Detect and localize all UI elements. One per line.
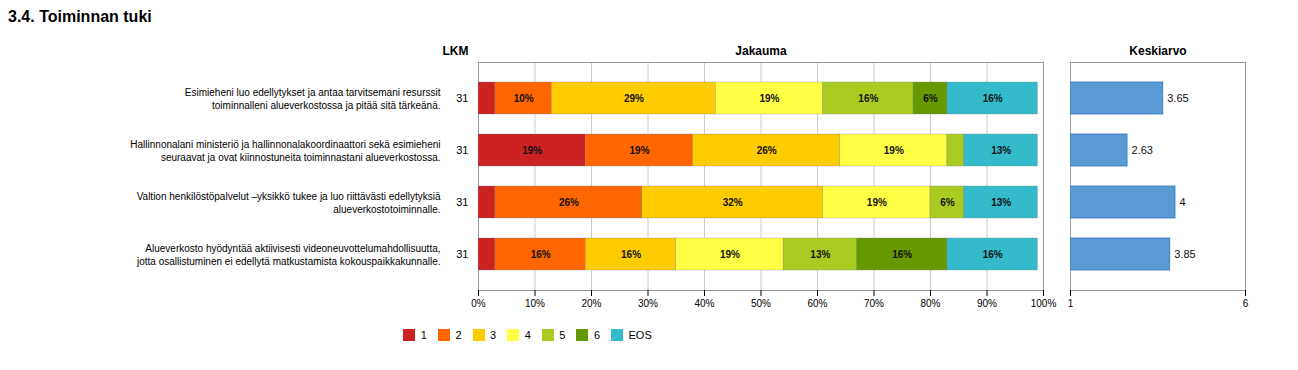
html-text:5: 5 bbox=[559, 328, 566, 341]
svg-text:3.65: 3.65 bbox=[1167, 92, 1188, 104]
svg-text:16%: 16% bbox=[858, 93, 878, 104]
svg-text:16%: 16% bbox=[621, 249, 641, 260]
svg-text:70%: 70% bbox=[864, 298, 884, 309]
svg-text:31: 31 bbox=[456, 92, 468, 104]
svg-text:3.85: 3.85 bbox=[1174, 248, 1195, 260]
svg-text:13%: 13% bbox=[991, 145, 1011, 156]
svg-text:19%: 19% bbox=[759, 93, 779, 104]
svg-text:32%: 32% bbox=[723, 197, 743, 208]
svg-text:19%: 19% bbox=[630, 145, 650, 156]
svg-text:26%: 26% bbox=[559, 197, 579, 208]
svg-text:26%: 26% bbox=[757, 145, 777, 156]
svg-text:90%: 90% bbox=[977, 298, 997, 309]
svg-text:Alueverkosto hyödyntää aktiivi: Alueverkosto hyödyntää aktiivisesti vide… bbox=[136, 243, 441, 267]
svg-text:16%: 16% bbox=[892, 249, 912, 260]
svg-text:6%: 6% bbox=[923, 93, 938, 104]
svg-text:1: 1 bbox=[1068, 298, 1074, 309]
svg-text:13%: 13% bbox=[991, 197, 1011, 208]
svg-text:19%: 19% bbox=[867, 197, 887, 208]
svg-text:19%: 19% bbox=[884, 145, 904, 156]
svg-text:16%: 16% bbox=[531, 249, 551, 260]
svg-text:Keskiarvo: Keskiarvo bbox=[1129, 44, 1186, 58]
html-text:1: 1 bbox=[420, 328, 427, 341]
svg-text:0%: 0% bbox=[471, 298, 486, 309]
svg-text:Esimieheni luo edellytykset ja: Esimieheni luo edellytykset ja antaa tar… bbox=[185, 87, 441, 111]
svg-text:Hallinnonalani ministeriö ja h: Hallinnonalani ministeriö ja hallinnonal… bbox=[130, 139, 440, 163]
html-text:3.4. Toiminnan tuki: 3.4. Toiminnan tuki bbox=[8, 8, 152, 25]
svg-text:30%: 30% bbox=[638, 298, 658, 309]
svg-text:6: 6 bbox=[1243, 298, 1249, 309]
svg-text:6%: 6% bbox=[940, 197, 955, 208]
svg-text:50%: 50% bbox=[751, 298, 771, 309]
svg-text:29%: 29% bbox=[624, 93, 644, 104]
svg-text:Valtion henkilöstöpalvelut –yk: Valtion henkilöstöpalvelut –yksikkö tuke… bbox=[137, 191, 441, 215]
svg-text:Jakauma: Jakauma bbox=[735, 44, 787, 58]
html-text:4: 4 bbox=[524, 328, 531, 341]
html-text:2: 2 bbox=[455, 328, 462, 341]
svg-text:LKM: LKM bbox=[443, 44, 469, 58]
svg-text:16%: 16% bbox=[983, 249, 1003, 260]
svg-text:19%: 19% bbox=[522, 145, 542, 156]
svg-text:31: 31 bbox=[456, 196, 468, 208]
html-text:3: 3 bbox=[490, 328, 497, 341]
svg-text:60%: 60% bbox=[807, 298, 827, 309]
svg-text:31: 31 bbox=[456, 144, 468, 156]
svg-text:31: 31 bbox=[456, 248, 468, 260]
svg-text:10%: 10% bbox=[514, 93, 534, 104]
svg-text:20%: 20% bbox=[581, 298, 601, 309]
svg-text:19%: 19% bbox=[720, 249, 740, 260]
svg-text:16%: 16% bbox=[983, 93, 1003, 104]
svg-text:100%: 100% bbox=[1031, 298, 1057, 309]
svg-text:4: 4 bbox=[1180, 196, 1186, 208]
svg-text:13%: 13% bbox=[810, 249, 830, 260]
svg-text:40%: 40% bbox=[694, 298, 714, 309]
svg-text:80%: 80% bbox=[920, 298, 940, 309]
svg-text:2.63: 2.63 bbox=[1132, 144, 1153, 156]
svg-text:10%: 10% bbox=[525, 298, 545, 309]
html-text:EOS: EOS bbox=[628, 328, 652, 341]
html-text:6: 6 bbox=[593, 328, 600, 341]
